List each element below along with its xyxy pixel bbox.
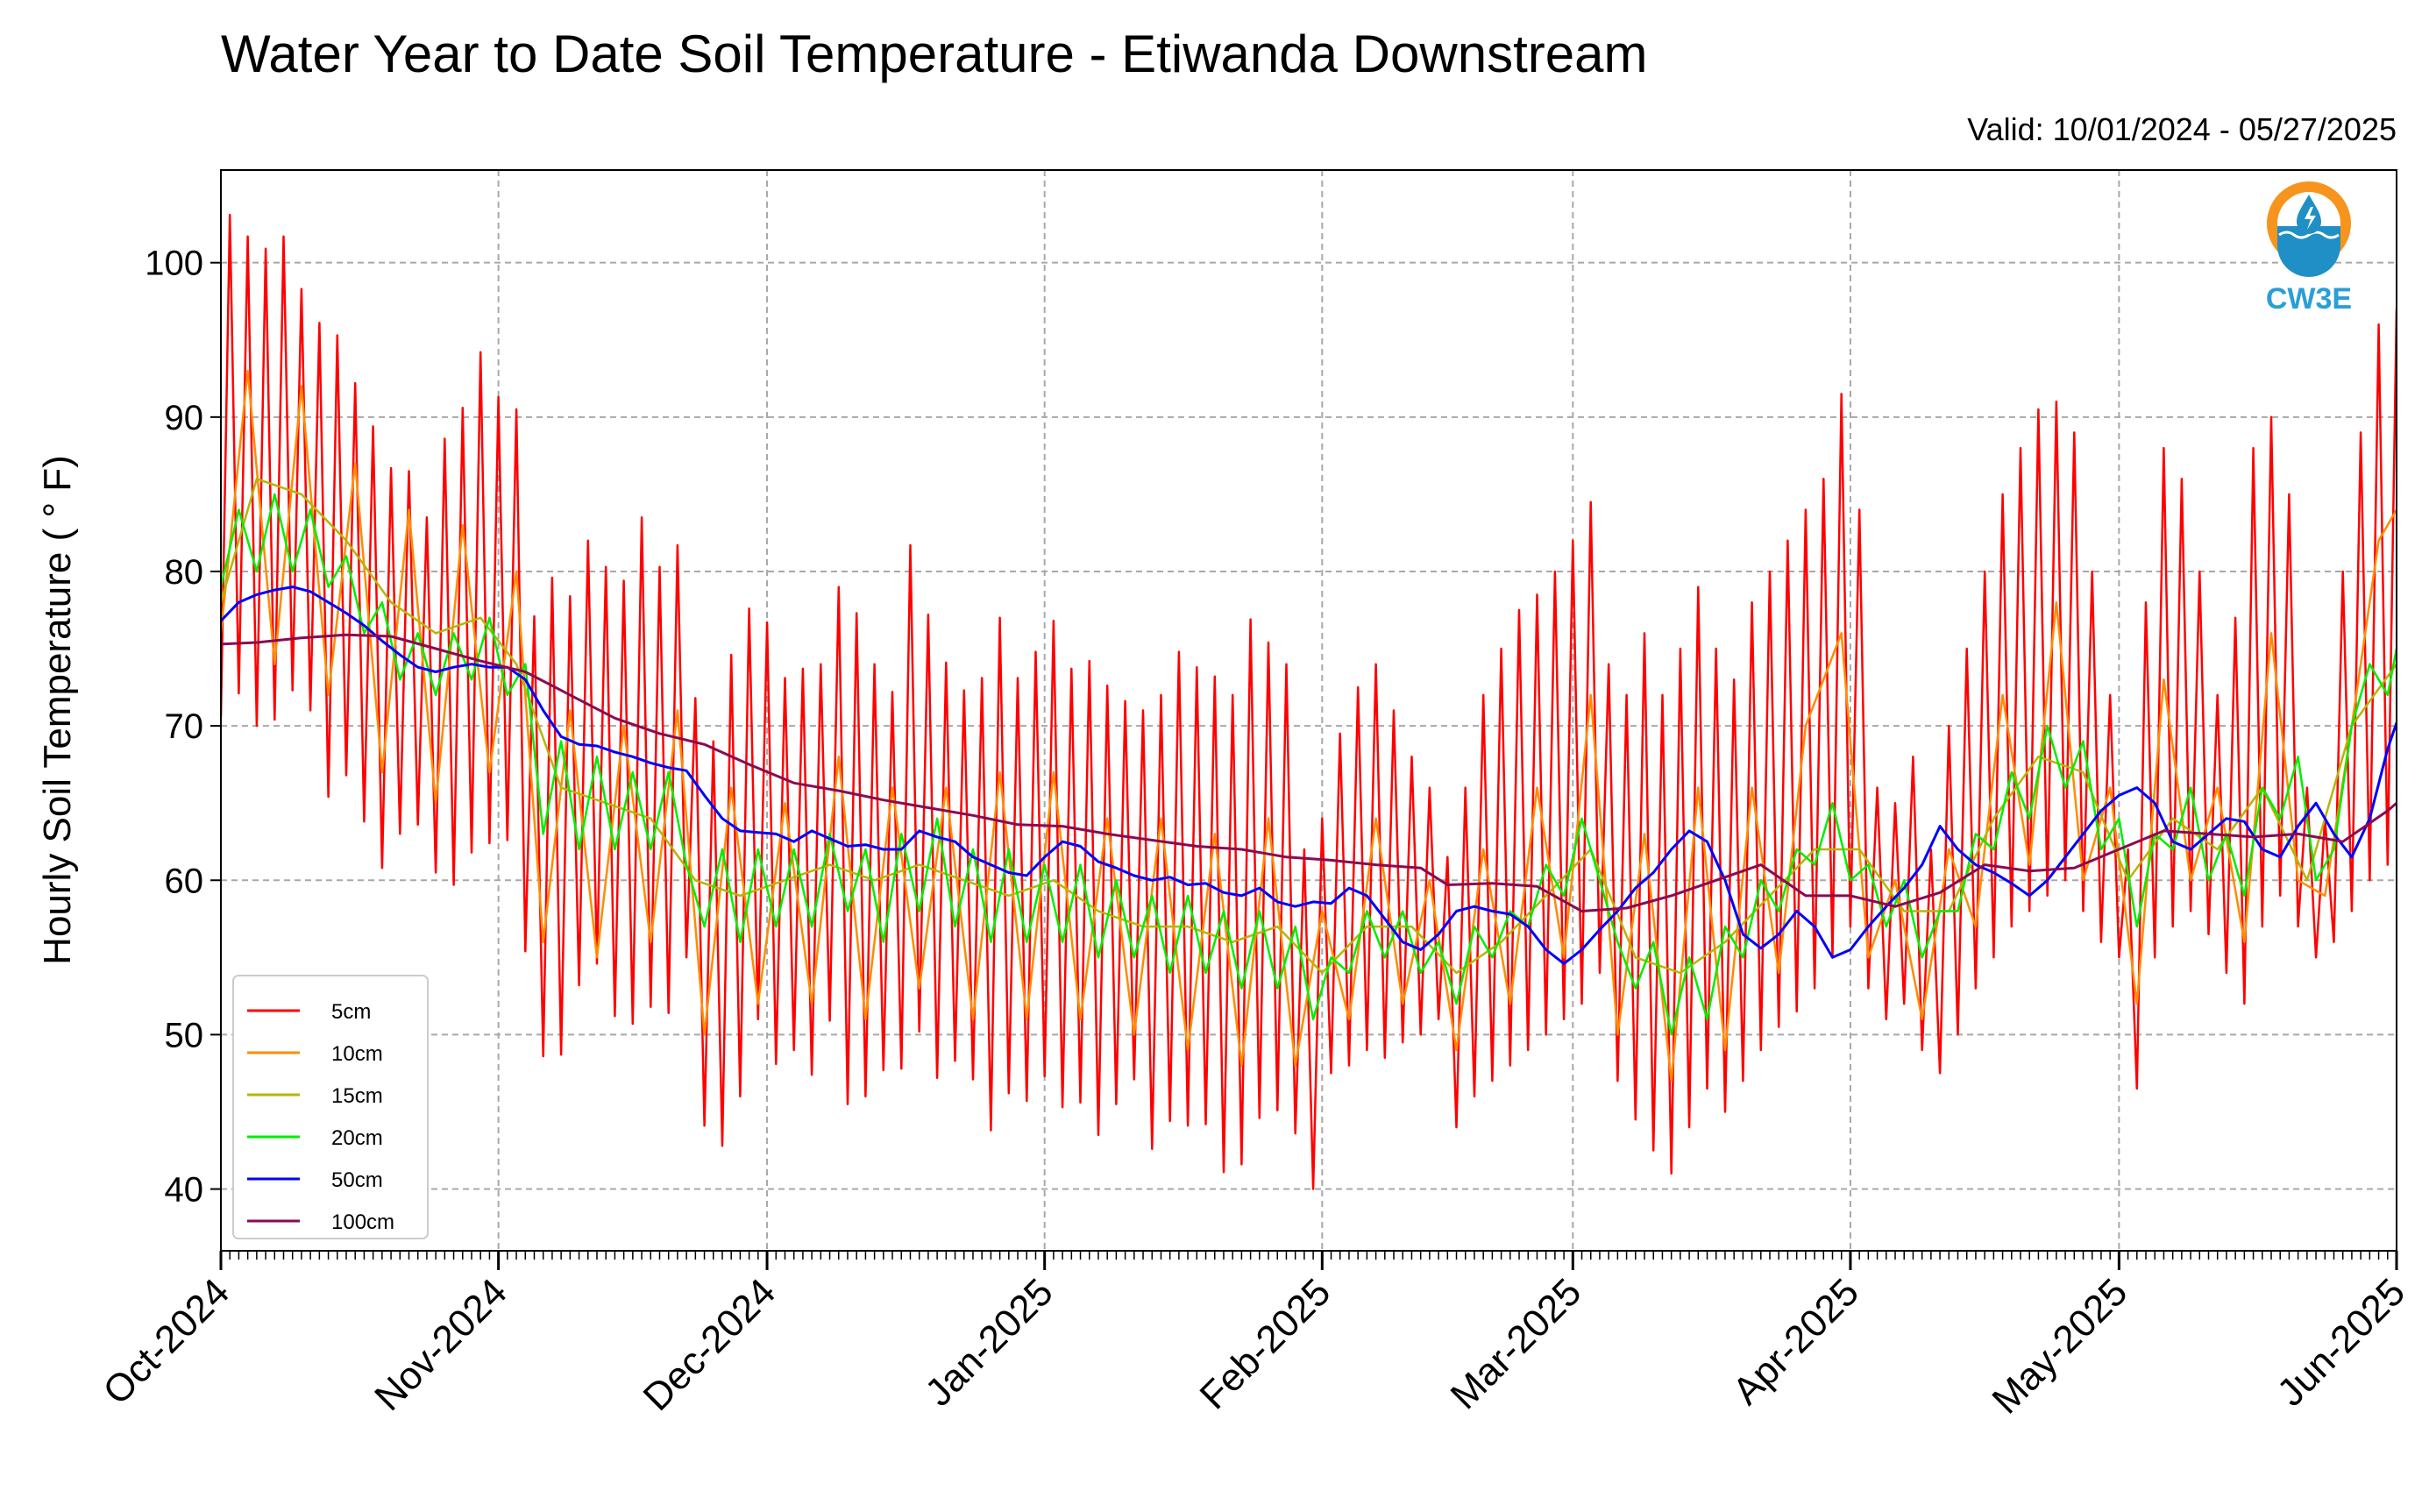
y-tick-label: 70 bbox=[165, 707, 204, 746]
y-tick-label: 100 bbox=[145, 245, 203, 283]
series-line-100cm bbox=[221, 633, 2397, 912]
logo-text: CW3E bbox=[2266, 282, 2352, 316]
chart-subtitle: Valid: 10/01/2024 - 05/27/2025 bbox=[1967, 111, 2397, 147]
x-minor-ticks bbox=[220, 1251, 2397, 1260]
y-tick-label: 60 bbox=[165, 862, 204, 900]
cw3e-logo: CW3E bbox=[2266, 181, 2352, 316]
legend-label-5cm: 5cm bbox=[331, 1000, 371, 1024]
series-line-10cm bbox=[221, 369, 2397, 1083]
series-line-20cm bbox=[221, 493, 2397, 1036]
legend-label-100cm: 100cm bbox=[331, 1210, 394, 1234]
y-tick-label: 50 bbox=[165, 1016, 204, 1054]
chart-title: Water Year to Date Soil Temperature - Et… bbox=[221, 25, 1647, 83]
legend-box bbox=[232, 975, 429, 1239]
series-lines bbox=[221, 213, 2397, 1190]
legend-label-20cm: 20cm bbox=[331, 1126, 383, 1150]
y-axis-ticks: 40 50 60 70 80 90 100 bbox=[145, 245, 221, 1210]
legend-label-10cm: 10cm bbox=[331, 1042, 383, 1066]
y-axis-label: Hourly Soil Temperature ( ° F) bbox=[36, 455, 79, 965]
plot-frame bbox=[220, 169, 2397, 1252]
legend-label-15cm: 15cm bbox=[331, 1084, 383, 1108]
series-line-5cm bbox=[221, 213, 2397, 1190]
y-tick-label: 80 bbox=[165, 553, 204, 592]
legend-label-50cm: 50cm bbox=[331, 1168, 383, 1192]
legend: 5cm 10cm 15cm 20cm 50cm 100cm bbox=[232, 975, 429, 1239]
y-tick-label: 90 bbox=[165, 399, 204, 437]
y-tick-label: 40 bbox=[165, 1171, 204, 1210]
series-line-50cm bbox=[221, 586, 2397, 965]
